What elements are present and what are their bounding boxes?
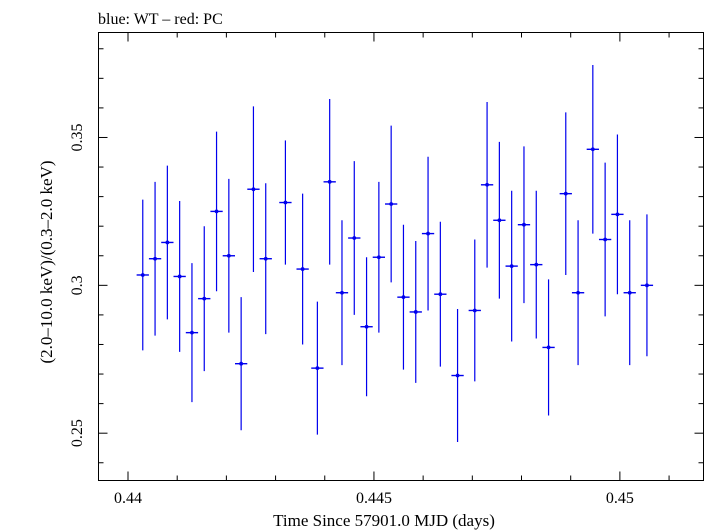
data-point xyxy=(311,301,324,435)
axis-ticks xyxy=(98,32,704,481)
data-point xyxy=(185,263,199,403)
data-point xyxy=(571,220,585,366)
point-marker xyxy=(283,200,288,205)
point-marker xyxy=(389,202,394,206)
data-point xyxy=(173,201,186,352)
y-tick-label: 0.35 xyxy=(69,123,86,151)
data-point xyxy=(335,220,349,366)
data-point xyxy=(451,308,464,443)
data-point xyxy=(468,239,481,382)
data-point xyxy=(530,190,543,339)
point-marker xyxy=(202,296,207,301)
point-marker xyxy=(590,147,595,152)
data-point xyxy=(397,224,410,370)
data-point xyxy=(421,156,435,311)
data-point xyxy=(161,165,174,320)
data-point xyxy=(480,101,494,268)
point-marker xyxy=(603,237,608,242)
point-marker xyxy=(401,295,406,300)
data-point xyxy=(148,181,162,336)
data-points xyxy=(136,65,654,443)
point-marker xyxy=(627,290,632,295)
x-tick-label: 0.445 xyxy=(356,490,392,507)
point-marker xyxy=(364,324,369,329)
y-tick-label: 0.25 xyxy=(69,419,86,447)
point-marker xyxy=(140,273,145,277)
point-marker xyxy=(352,236,357,240)
point-marker xyxy=(615,212,620,217)
point-marker xyxy=(226,253,231,258)
data-point xyxy=(542,279,555,416)
point-marker xyxy=(522,222,526,227)
chart-title: blue: WT – red: PC xyxy=(98,11,223,28)
data-point xyxy=(259,183,272,335)
point-marker xyxy=(239,361,244,366)
data-point xyxy=(505,190,518,342)
data-point xyxy=(198,226,211,372)
x-axis-label: Time Since 57901.0 MJD (days) xyxy=(273,511,495,530)
data-point xyxy=(611,134,624,295)
data-point xyxy=(136,199,149,351)
y-axis-label: (2.0–10.0 keV)/(0.3–2.0 keV) xyxy=(37,160,56,363)
point-marker xyxy=(546,345,551,350)
point-marker xyxy=(472,308,477,313)
point-marker xyxy=(327,179,332,184)
data-point xyxy=(372,181,386,333)
data-point xyxy=(348,161,361,315)
plot-frame xyxy=(98,32,704,481)
point-marker xyxy=(426,231,430,236)
data-point xyxy=(296,193,309,345)
data-point xyxy=(360,257,373,397)
point-marker xyxy=(485,182,489,187)
point-marker xyxy=(153,256,157,261)
data-point xyxy=(586,65,599,234)
data-point xyxy=(234,297,248,431)
point-marker xyxy=(497,218,502,223)
point-marker xyxy=(315,366,320,371)
x-tick-label: 0.44 xyxy=(114,490,142,507)
x-tick-label: 0.45 xyxy=(606,490,634,507)
data-point xyxy=(640,214,654,357)
data-point xyxy=(559,112,572,275)
point-marker xyxy=(576,290,580,295)
point-marker xyxy=(177,274,182,279)
data-point xyxy=(210,131,223,292)
data-point xyxy=(434,221,447,367)
data-point xyxy=(247,106,260,273)
point-marker xyxy=(340,290,344,295)
data-point xyxy=(279,140,292,265)
point-marker xyxy=(534,262,539,267)
axis-tick-labels: 0.44 0.445 0.45 0.25 0.3 0.35 xyxy=(69,123,634,507)
data-point xyxy=(409,240,422,383)
point-marker xyxy=(263,256,268,261)
point-marker xyxy=(563,191,568,196)
point-marker xyxy=(214,209,219,214)
data-point xyxy=(623,220,636,366)
point-marker xyxy=(645,283,649,288)
point-marker xyxy=(190,330,194,335)
data-point xyxy=(323,99,336,265)
point-marker xyxy=(376,255,381,260)
point-marker xyxy=(438,292,443,297)
data-point xyxy=(493,141,506,299)
data-point xyxy=(222,178,235,333)
y-tick-label: 0.3 xyxy=(69,275,86,295)
point-marker xyxy=(509,264,514,269)
point-marker xyxy=(165,240,170,245)
point-marker xyxy=(300,267,305,271)
point-marker xyxy=(455,373,460,378)
point-marker xyxy=(413,310,418,314)
point-marker xyxy=(251,187,256,192)
data-point xyxy=(385,125,398,283)
data-point xyxy=(598,162,612,317)
data-point xyxy=(517,146,531,304)
